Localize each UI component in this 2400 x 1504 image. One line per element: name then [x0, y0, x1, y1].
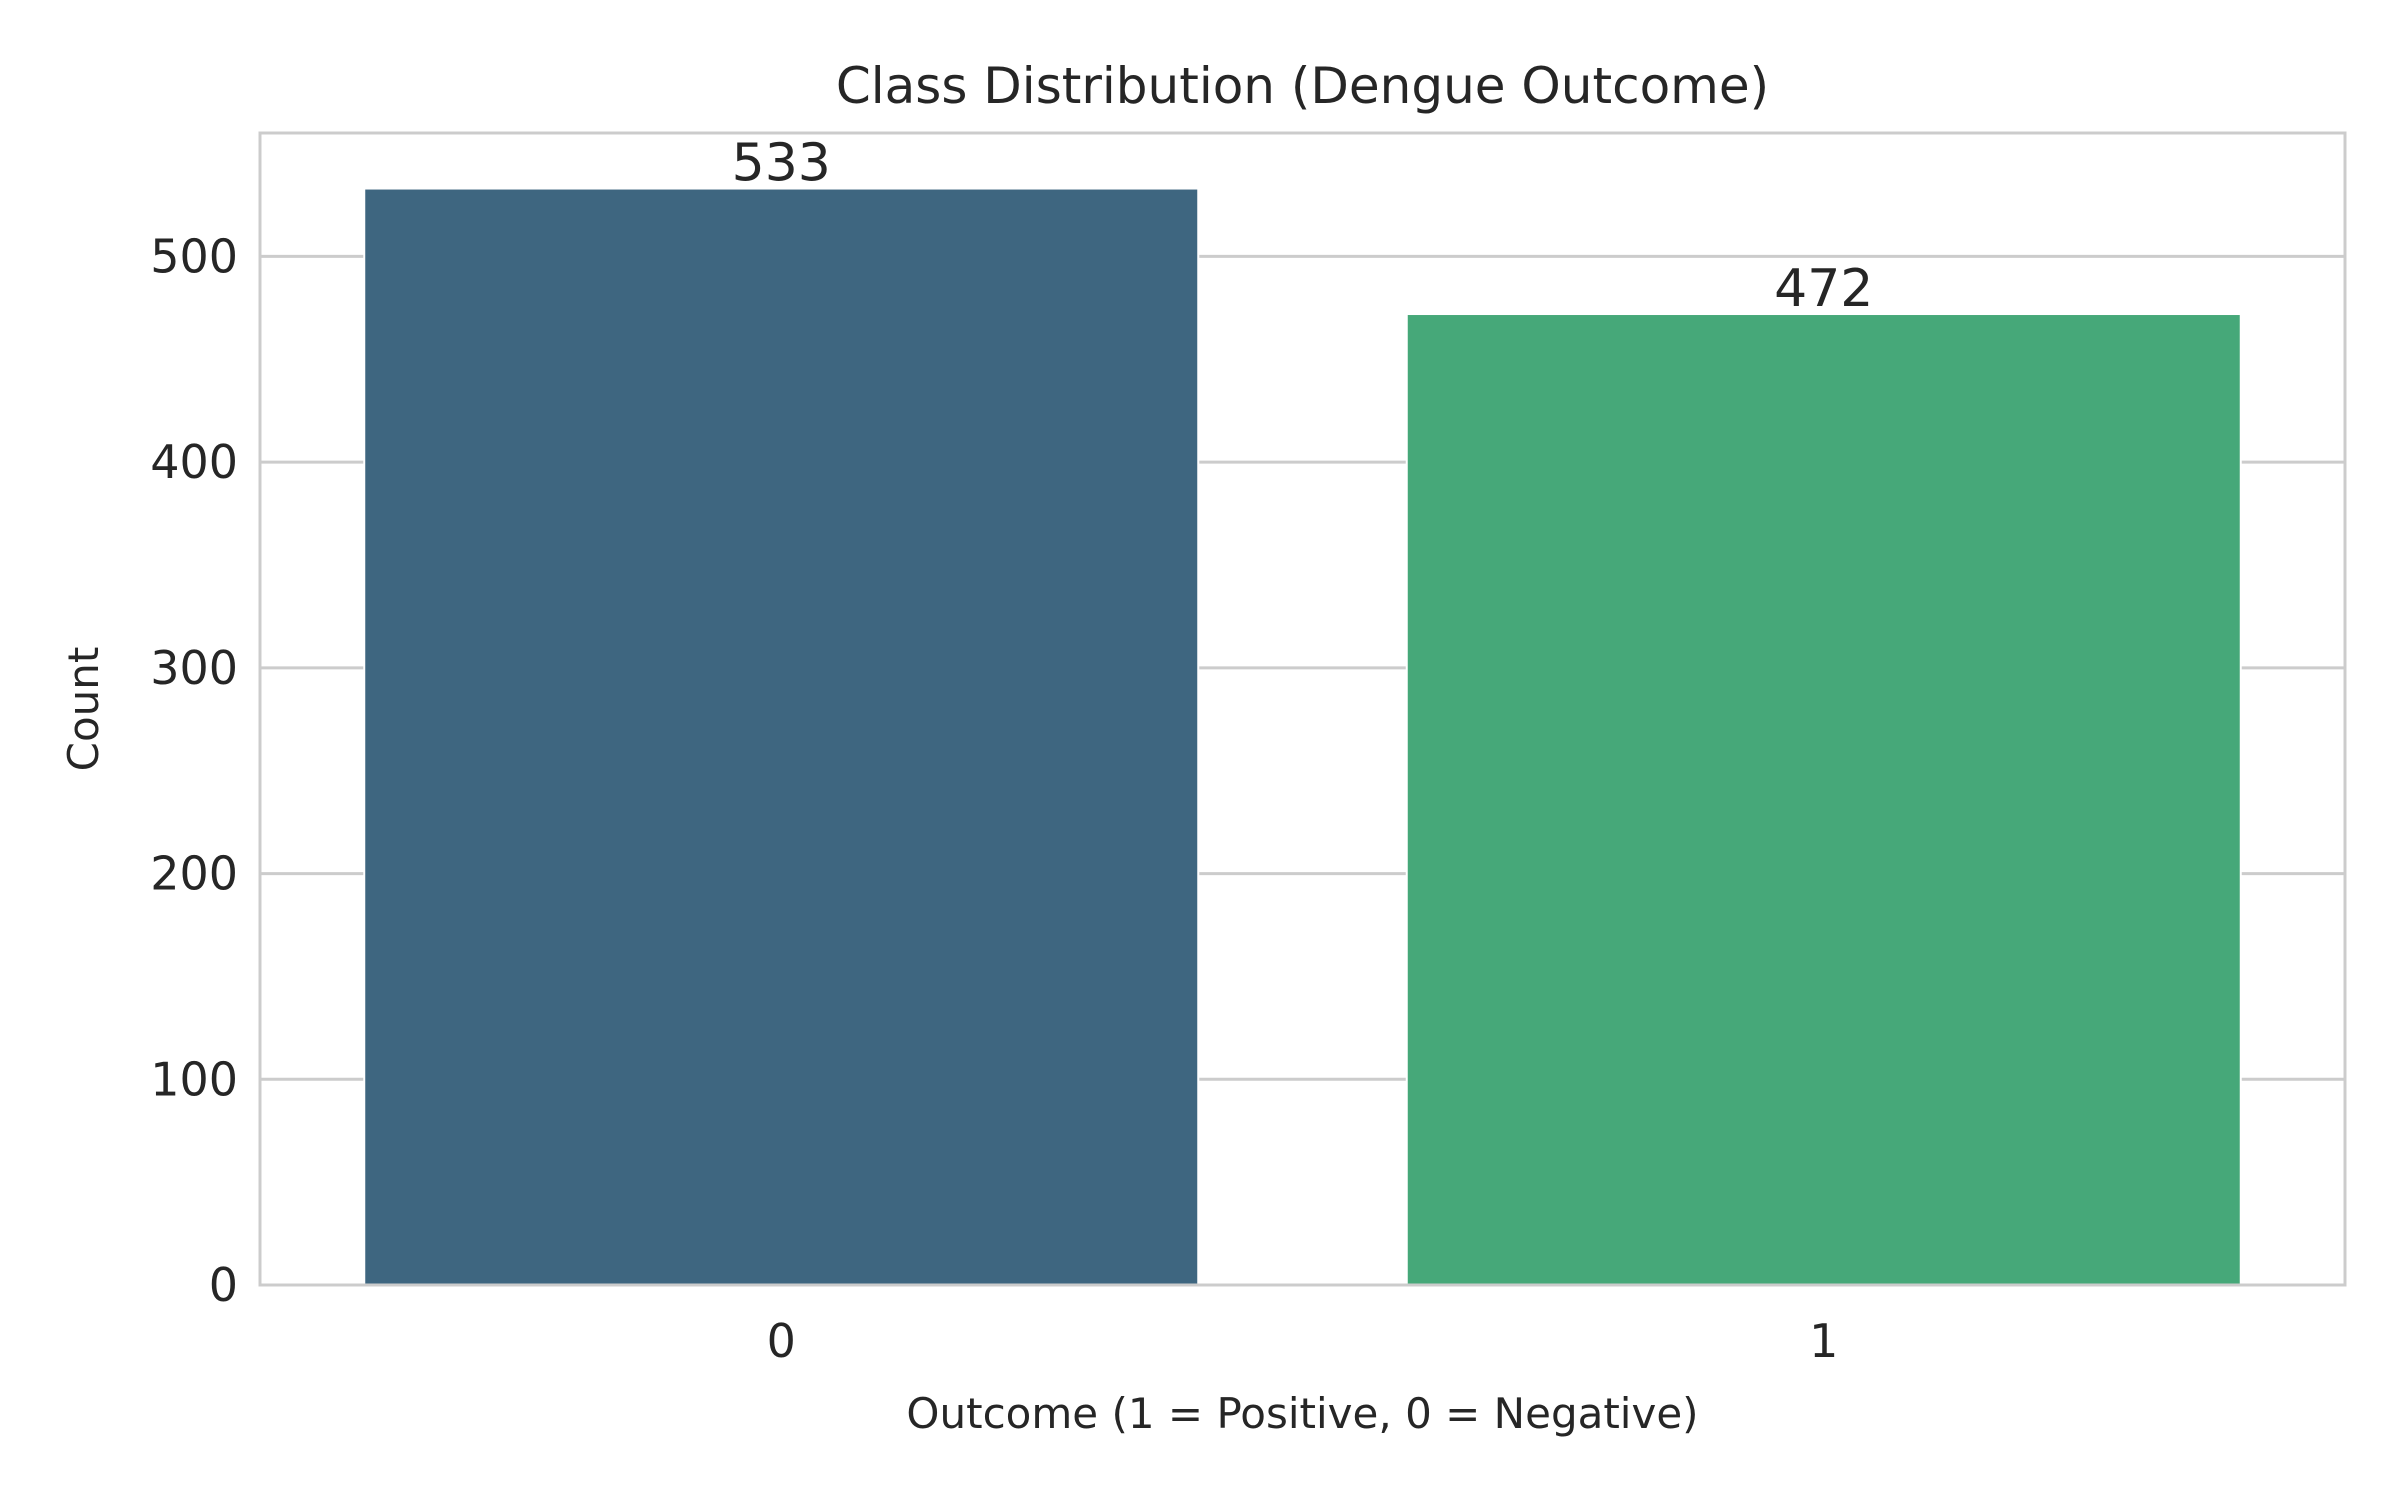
y-tick-label: 300 — [150, 641, 238, 695]
data-label: 472 — [1774, 259, 1873, 319]
y-axis-ticks: 0 100 200 300 400 500 — [150, 229, 238, 1312]
data-label: 533 — [732, 134, 831, 194]
y-tick-label: 0 — [209, 1258, 238, 1312]
plot-frame — [258, 131, 2347, 1287]
y-tick-label: 100 — [150, 1052, 238, 1106]
bars — [363, 187, 2242, 1287]
x-axis-label: Outcome (1 = Positive, 0 = Negative) — [906, 1389, 1698, 1438]
bar-0 — [363, 187, 1200, 1287]
x-tick-label: 1 — [1809, 1314, 1838, 1368]
x-tick-label: 0 — [767, 1314, 796, 1368]
y-tick-label: 200 — [150, 847, 238, 901]
y-tick-label: 400 — [150, 435, 238, 489]
y-axis-label: Count — [59, 647, 108, 772]
y-tick-label: 500 — [150, 229, 238, 283]
chart-title: Class Distribution (Dengue Outcome) — [836, 57, 1769, 115]
data-labels: 533 472 — [732, 134, 1874, 319]
bar-1 — [1405, 313, 2242, 1286]
